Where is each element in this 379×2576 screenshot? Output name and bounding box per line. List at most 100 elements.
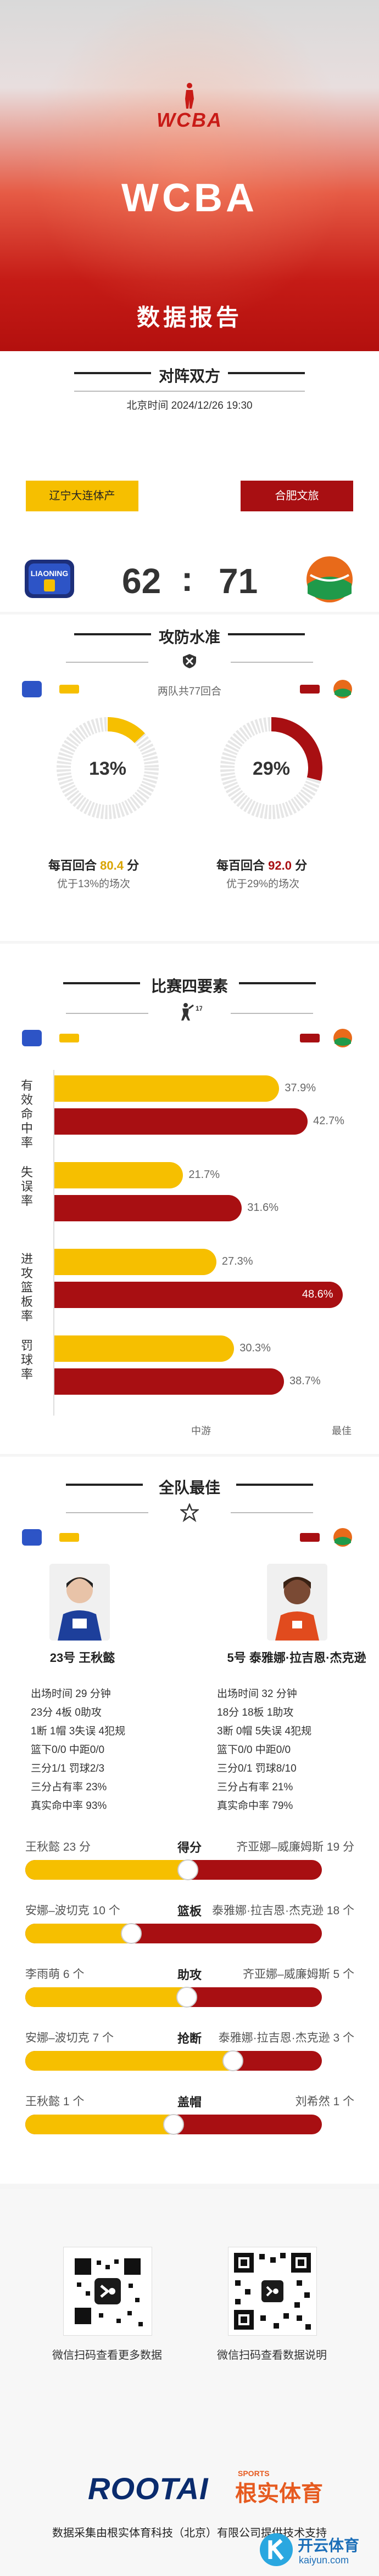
leader-home-fill [25, 2115, 174, 2134]
player-stat-line: 三分0/1 罚球8/10 [217, 1763, 297, 1774]
home-color-swatch [59, 1533, 79, 1542]
leader-home-label: 安娜–波切克 7 个 [25, 2032, 114, 2044]
player-stat-line: 18分 18板 1助攻 [217, 1707, 294, 1718]
match-datetime: 北京时间 2024/12/26 19:30 [126, 400, 253, 412]
title-bar-right [228, 372, 305, 374]
leader-away-label: 泰雅娜·拉吉恩·杰克逊 3 个 [218, 2032, 354, 2044]
rootai-sports-label: SPORTS [238, 2469, 270, 2478]
home-better-than: 优于13%的场次 [57, 878, 131, 890]
hero-banner: WCBA WCBA 数据报告 [0, 0, 379, 351]
player-stat-line: 出场时间 29 分钟 [31, 1688, 111, 1700]
divider-right [231, 1013, 313, 1014]
leader-stat-title: 抢断 [177, 2032, 202, 2045]
leader-stat-title: 盖帽 [177, 2095, 202, 2109]
leader-divider-knob [163, 2114, 184, 2135]
player-stat-line: 三分占有率 23% [31, 1782, 107, 1793]
leader-away-label: 齐亚娜–威廉姆斯 19 分 [236, 1841, 354, 1853]
donut-track [57, 717, 159, 819]
away-mini-logo-icon [333, 1029, 352, 1047]
shield-icon [183, 654, 196, 668]
player-stat-line: 1断 1帽 3失误 4犯规 [31, 1726, 126, 1737]
axis-line [53, 1070, 54, 1416]
title-bar-right [236, 1484, 313, 1486]
home-player-avatar [49, 1564, 110, 1641]
leader-away-label: 泰雅娜·拉吉恩·杰克逊 18 个 [211, 1904, 354, 1917]
divider-right [231, 662, 313, 663]
title-bar-left [63, 982, 140, 984]
title-bar-left [66, 1484, 143, 1486]
player-stat-line: 23分 4板 0助攻 [31, 1707, 102, 1718]
factor-away-value: 48.6% [302, 1288, 333, 1300]
footer-card [0, 2189, 379, 2576]
away-color-swatch [300, 1533, 320, 1542]
home-player-name: 23号 王秋懿 [49, 1651, 115, 1665]
offense-title: 攻防水准 [158, 629, 220, 646]
player-stat-line: 出场时间 32 分钟 [217, 1688, 297, 1700]
home-per-round-label: 每百回合 80.4 分 [48, 859, 140, 872]
best-players-title: 全队最佳 [158, 1479, 220, 1496]
leader-home-label: 安娜–波切克 10 个 [25, 1904, 120, 1917]
hero-title: WCBA [121, 176, 258, 220]
factor-home-value: 27.3% [221, 1255, 253, 1267]
home-pct-label: 13% [88, 758, 127, 779]
player-stat-line: 三分1/1 罚球2/3 [31, 1763, 105, 1774]
divider-right [231, 1512, 313, 1513]
home-score: 62 [122, 561, 161, 601]
k-logo-icon [260, 2533, 293, 2566]
leader-away-label: 刘希然 1 个 [295, 2095, 354, 2108]
away-color-swatch [300, 1034, 320, 1042]
qr-code-right[interactable] [228, 2247, 317, 2336]
leader-divider-knob [176, 1987, 198, 2008]
leader-home-label: 王秋懿 1 个 [25, 2095, 85, 2108]
away-color-swatch [300, 685, 320, 694]
factor-home-value: 21.7% [188, 1169, 220, 1181]
rootai-logo: ROOTAI [88, 2471, 209, 2506]
svg-text:LIAONING: LIAONING [31, 569, 69, 578]
home-mini-logo-icon [22, 1529, 42, 1546]
axis-best-label: 最佳 [332, 1425, 352, 1436]
donut-arc [220, 717, 322, 819]
title-underline [74, 391, 305, 392]
divider-left [66, 1013, 148, 1014]
logo-text: WCBA [157, 109, 222, 131]
factor-away-bar [54, 1282, 343, 1308]
away-mini-logo-icon [333, 680, 352, 698]
factor-away-bar [54, 1108, 308, 1135]
away-player-name: 5号 泰雅娜·拉吉恩·杰克逊 [227, 1651, 366, 1665]
matchup-title: 对阵双方 [158, 368, 220, 385]
player-stat-line: 真实命中率 79% [217, 1800, 293, 1812]
away-player-avatar [267, 1564, 327, 1641]
title-bar-left [74, 633, 151, 635]
hero-subtitle: 数据报告 [136, 305, 242, 330]
home-team-button[interactable]: 辽宁大连体产 [26, 481, 138, 511]
title-bar-right [239, 982, 316, 984]
leader-track [25, 1924, 322, 1943]
away-per-round-label: 每百回合 92.0 分 [216, 859, 308, 872]
data-credit-note: 数据采集由根实体育科技（北京）有限公司提供技术支持 [52, 2527, 327, 2539]
factor-home-bar [54, 1249, 216, 1275]
svg-text:17: 17 [196, 1005, 202, 1012]
away-mini-logo-icon [333, 1528, 352, 1547]
player-stat-line: 3断 0帽 5失误 4犯规 [217, 1726, 312, 1737]
player-stat-line: 三分占有率 21% [217, 1782, 293, 1793]
title-bar-left [74, 372, 151, 374]
leader-divider-knob [222, 2050, 243, 2071]
rootai-cn-logo: 根实体育 [235, 2482, 323, 2506]
leader-divider-knob [120, 1923, 142, 1944]
factor-label: 进攻篮板率 [21, 1252, 34, 1323]
title-bar-right [228, 633, 305, 635]
player-silhouette-icon [185, 83, 194, 109]
leader-stat-title: 得分 [177, 1841, 202, 1855]
factor-home-value: 30.3% [239, 1342, 271, 1354]
home-color-swatch [59, 685, 79, 694]
away-team-button[interactable]: 合肥文旅 [241, 481, 353, 511]
factor-away-value: 42.7% [313, 1115, 344, 1127]
home-color-swatch [59, 1034, 79, 1042]
leader-home-label: 李雨萌 6 个 [25, 1968, 85, 1981]
leader-home-fill [25, 2051, 233, 2071]
away-pct-label: 29% [252, 758, 291, 779]
away-team-logo-icon [306, 556, 353, 602]
factor-home-bar [54, 1335, 235, 1362]
qr-code-left[interactable] [63, 2247, 152, 2336]
